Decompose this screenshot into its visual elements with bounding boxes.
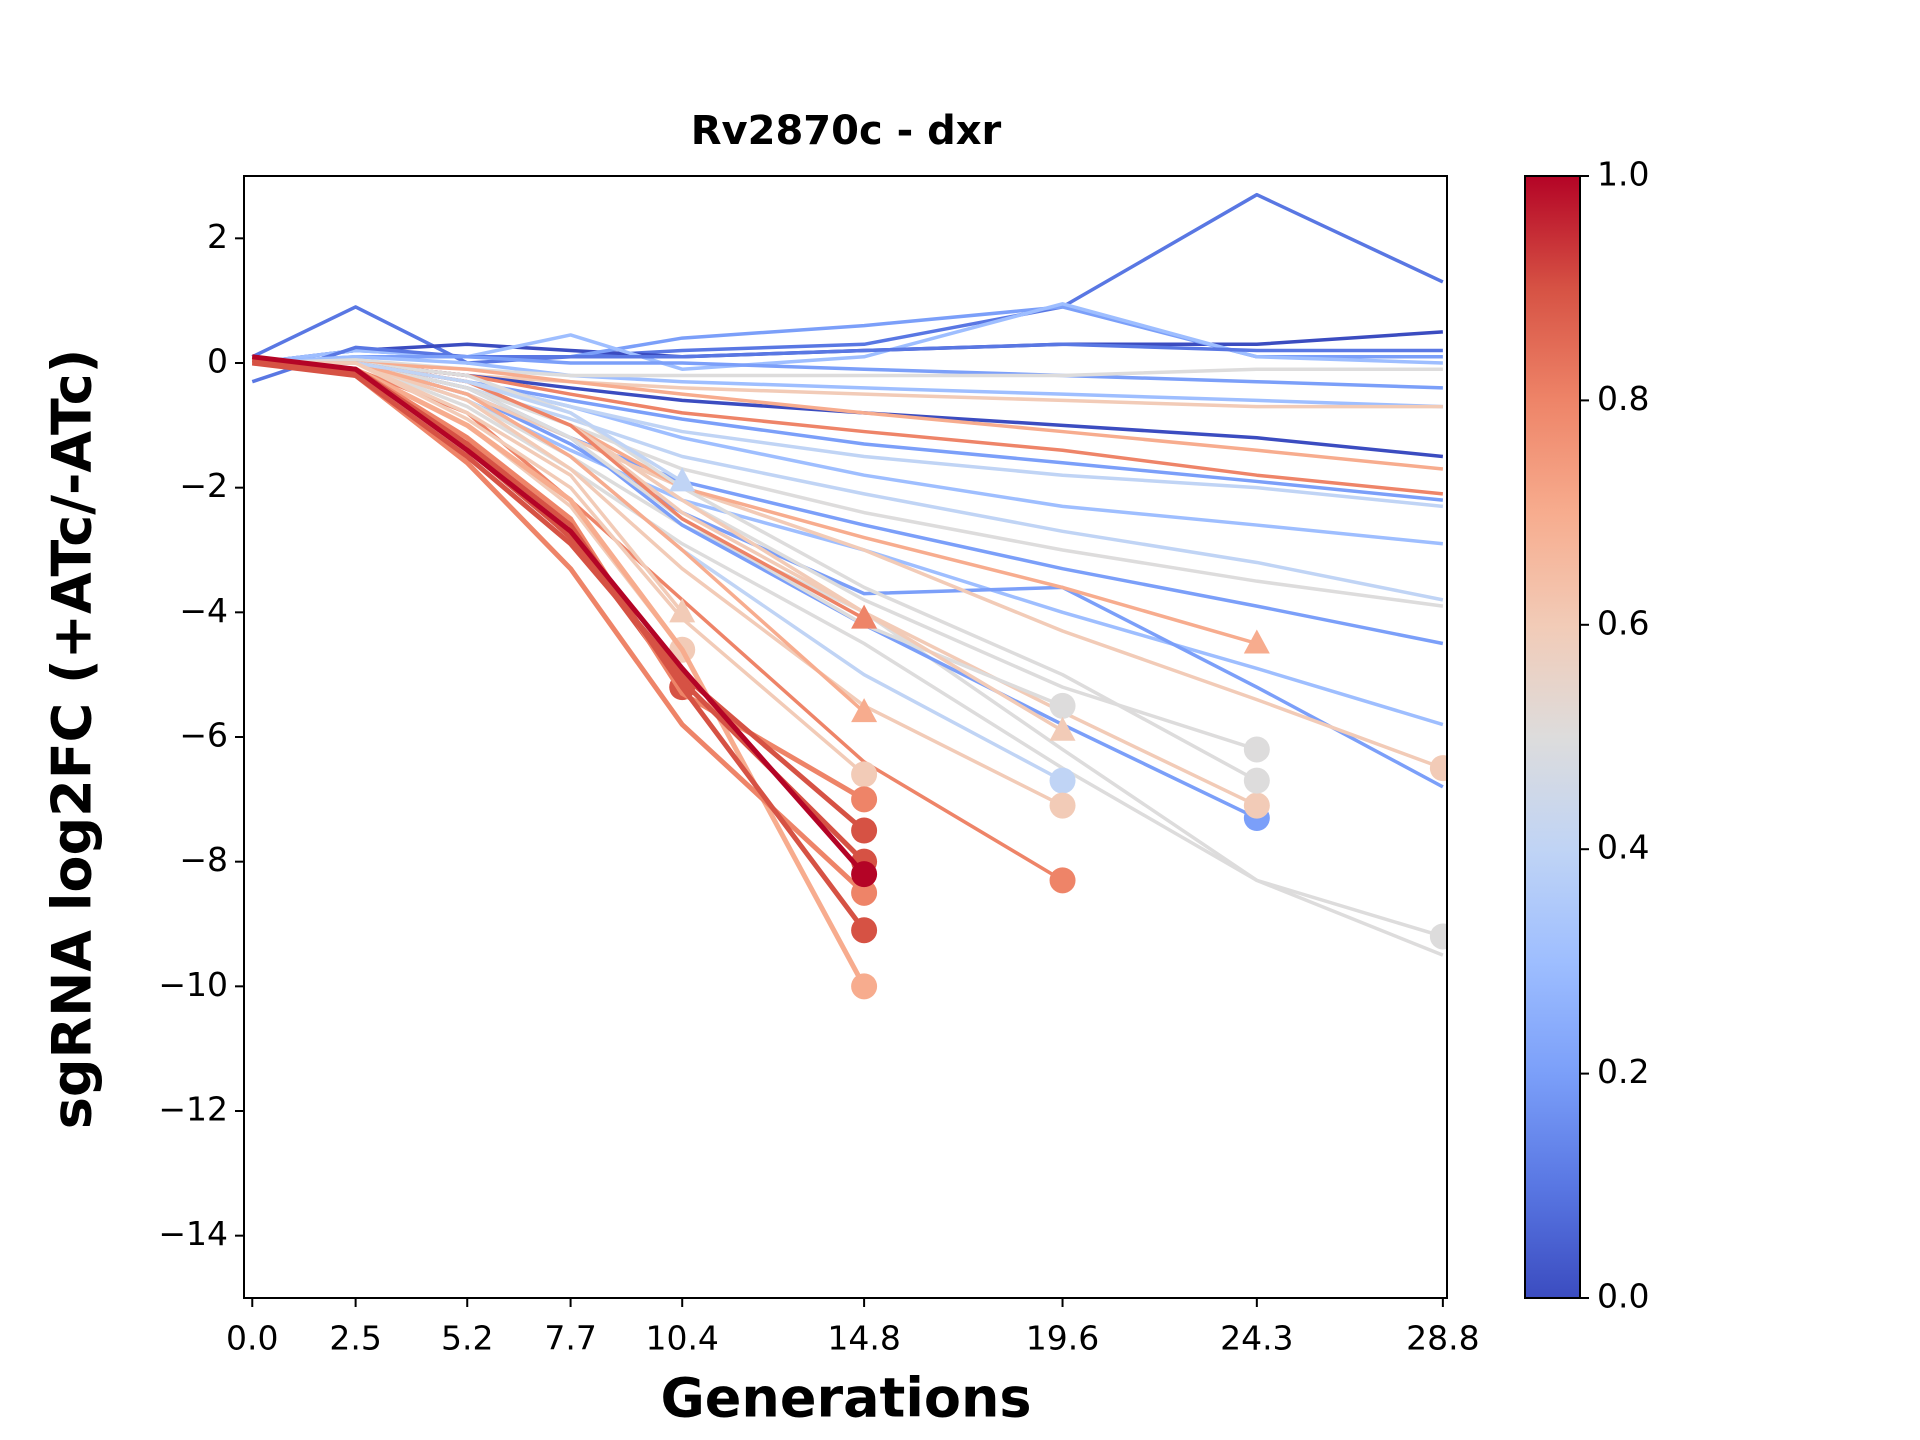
end-marker [851, 879, 878, 906]
series-line [251, 354, 866, 876]
chart-title: Rv2870c - dxr [691, 108, 1002, 154]
colorbar-tick-label: 0.0 [1597, 1277, 1649, 1316]
end-marker [669, 467, 696, 492]
series-line [252, 361, 1444, 957]
end-marker [1243, 736, 1270, 763]
series-line [252, 361, 1258, 783]
x-tick-label: 2.5 [329, 1319, 381, 1358]
end-marker [669, 598, 696, 623]
end-marker [851, 861, 878, 888]
end-marker [1049, 767, 1076, 794]
y-tick-label: −12 [158, 1090, 228, 1129]
y-tick-label: −2 [179, 466, 228, 505]
series-line [252, 361, 866, 776]
end-marker [851, 604, 878, 629]
x-tick-label: 14.8 [827, 1319, 900, 1358]
x-tick-label: 5.2 [441, 1319, 493, 1358]
end-marker [851, 761, 878, 788]
colorbar-tick-label: 0.2 [1597, 1052, 1649, 1091]
series-line [251, 357, 867, 932]
end-marker [851, 786, 878, 813]
end-marker [1049, 692, 1076, 719]
end-marker [851, 973, 878, 1000]
x-tick-label: 19.6 [1026, 1319, 1099, 1358]
y-tick-label: 0 [207, 342, 228, 381]
series-line [252, 355, 1443, 409]
end-marker [851, 698, 878, 723]
y-tick-label: −6 [179, 716, 228, 755]
end-marker [1429, 755, 1447, 782]
y-tick-label: −4 [179, 591, 228, 630]
end-marker [1243, 629, 1270, 654]
colorbar-tick-label: 0.8 [1597, 379, 1649, 418]
colorbar-tick-label: 0.6 [1597, 603, 1649, 642]
x-tick-label: 10.4 [645, 1319, 718, 1358]
x-tick-label: 28.8 [1406, 1319, 1479, 1358]
series-line [252, 302, 1443, 371]
series-line [252, 358, 1443, 378]
series-line [251, 342, 1443, 384]
end-marker [1049, 792, 1076, 819]
series-line [251, 192, 1444, 365]
end-marker [1049, 716, 1076, 741]
series-line [252, 361, 1444, 471]
y-axis-label: sgRNA log2FC (+ATc/-ATc) [41, 349, 104, 1130]
end-marker [1429, 923, 1447, 950]
end-marker [1243, 792, 1270, 819]
y-tick-label: −14 [158, 1214, 228, 1253]
x-axis-label: Generations [660, 1367, 1031, 1430]
y-tick-label: −8 [179, 840, 228, 879]
x-tick-label: 0.0 [226, 1319, 278, 1358]
series-line [252, 360, 866, 802]
colorbar-tick-label: 1.0 [1597, 155, 1649, 194]
colorbar-tick-label: 0.4 [1597, 828, 1649, 867]
end-marker [851, 917, 878, 944]
end-marker [1243, 767, 1270, 794]
x-tick-label: 7.7 [544, 1319, 596, 1358]
end-marker [1049, 867, 1076, 894]
plot-area [251, 192, 1447, 1000]
x-tick-label: 24.3 [1220, 1319, 1293, 1358]
y-tick-label: 2 [207, 217, 228, 256]
series-line [252, 355, 1443, 390]
colorbar [1524, 175, 1581, 1299]
end-marker [851, 817, 878, 844]
y-tick-label: −10 [158, 965, 228, 1004]
